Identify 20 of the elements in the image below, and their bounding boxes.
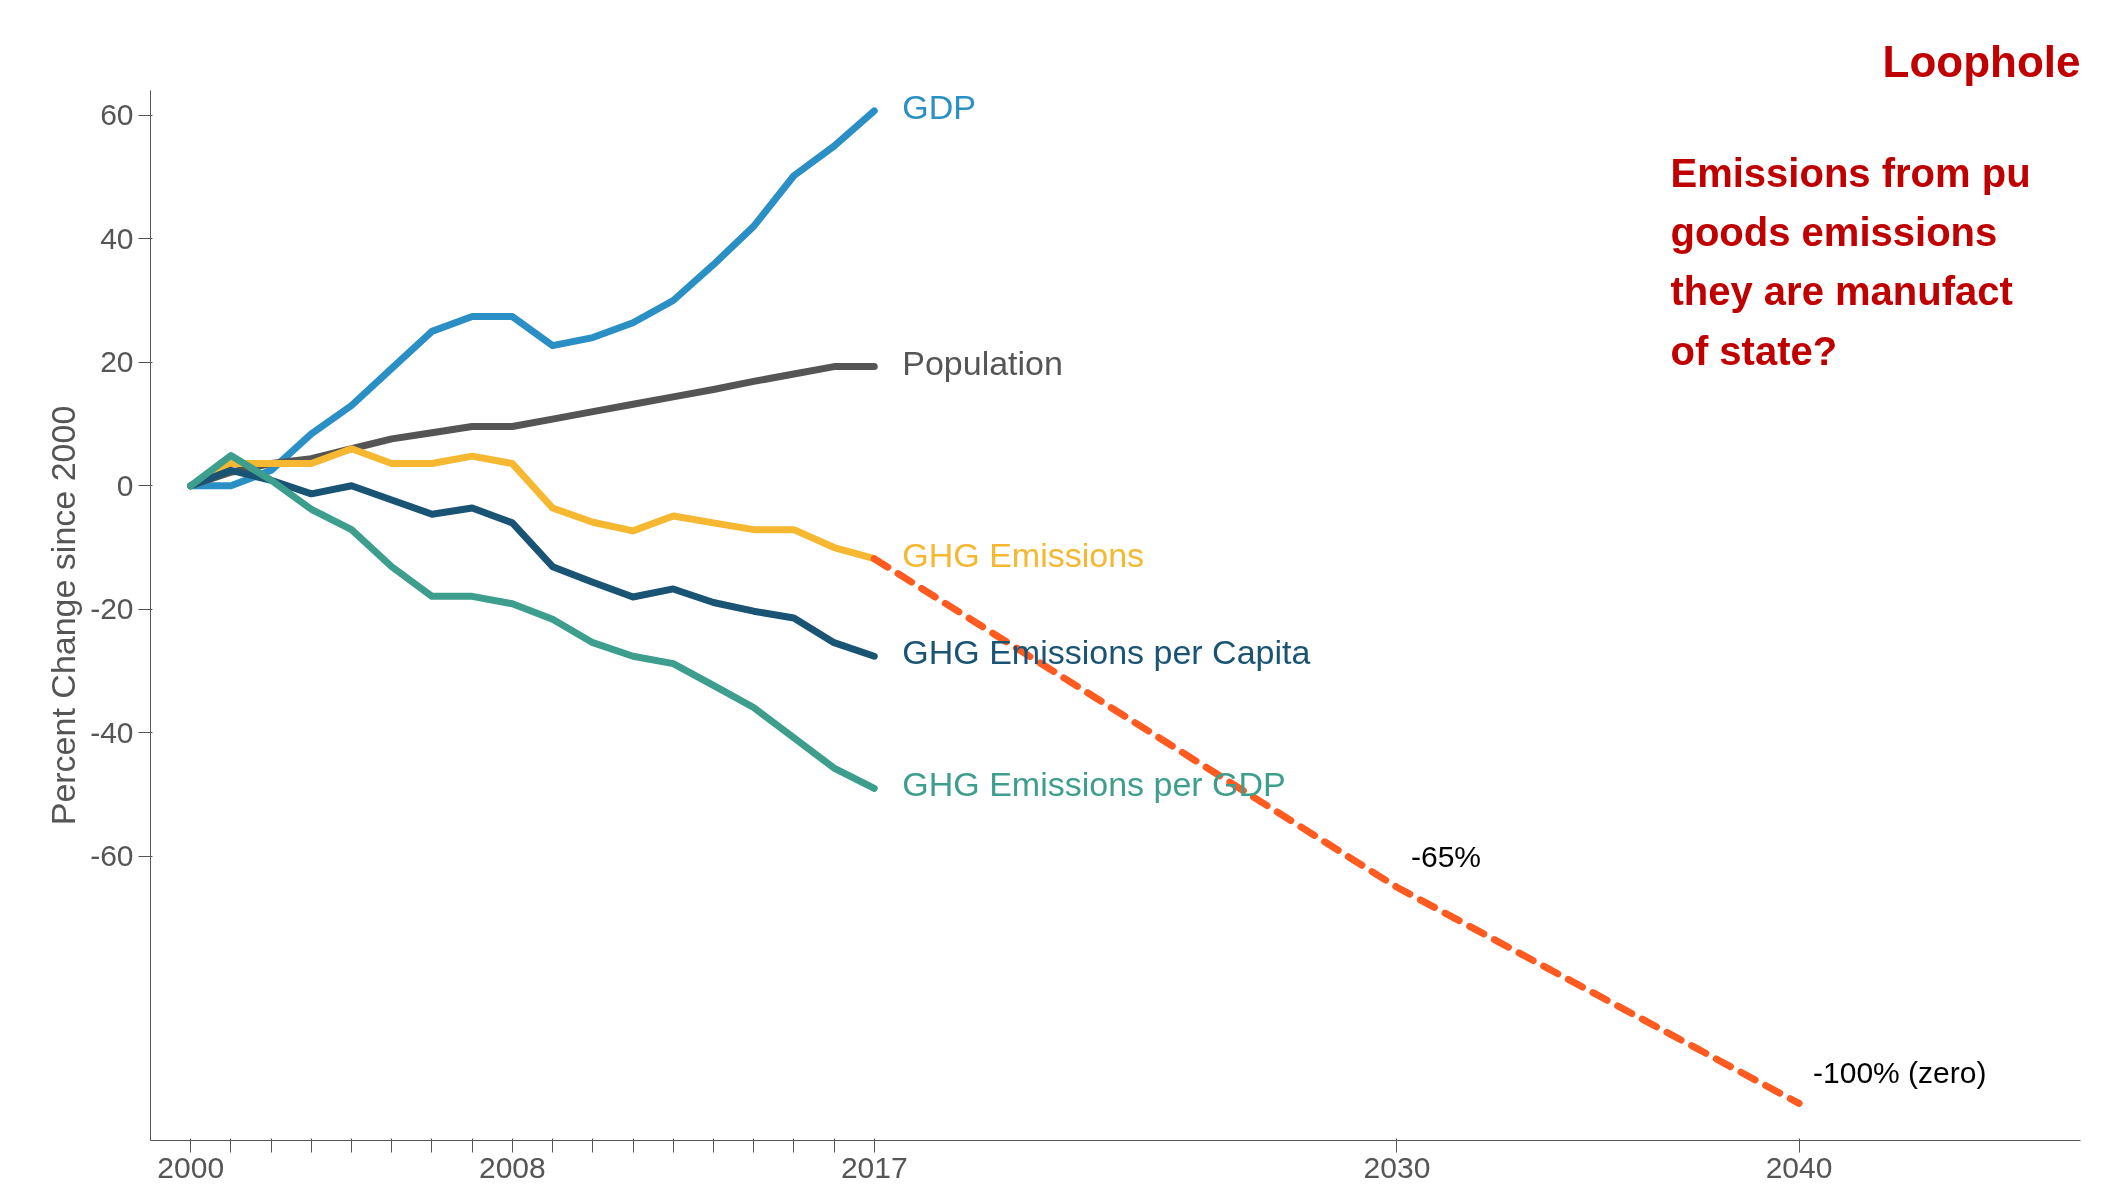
- y-tick-label: -60: [90, 839, 134, 873]
- annotation: Emissions from pu goods emissions they are manufact of state?: [1670, 150, 2031, 373]
- x-tick-label: 2000: [157, 1150, 225, 1184]
- series-label: GDP: [902, 87, 976, 126]
- chart-title: Loophole: [1882, 36, 2081, 86]
- y-axis-title: Percent Change since 2000: [44, 405, 83, 826]
- series-label: GHG Emissions: [902, 535, 1145, 574]
- y-tick-label: -40: [90, 715, 134, 749]
- x-tick-label: 2008: [479, 1150, 546, 1184]
- data-label: -65%: [1410, 840, 1482, 874]
- x-tick-label: 2017: [840, 1150, 908, 1184]
- y-tick-label: -20: [90, 592, 134, 626]
- x-tick-label: 2040: [1765, 1150, 1833, 1184]
- x-tick-label: 2030: [1363, 1150, 1431, 1184]
- y-tick-label: 20: [100, 345, 134, 379]
- y-tick-label: 60: [100, 98, 134, 132]
- series-label: Population: [902, 343, 1063, 382]
- y-tick-label: 0: [116, 468, 134, 502]
- data-label: -100% (zero): [1813, 1056, 1987, 1090]
- y-tick-label: 40: [100, 221, 134, 255]
